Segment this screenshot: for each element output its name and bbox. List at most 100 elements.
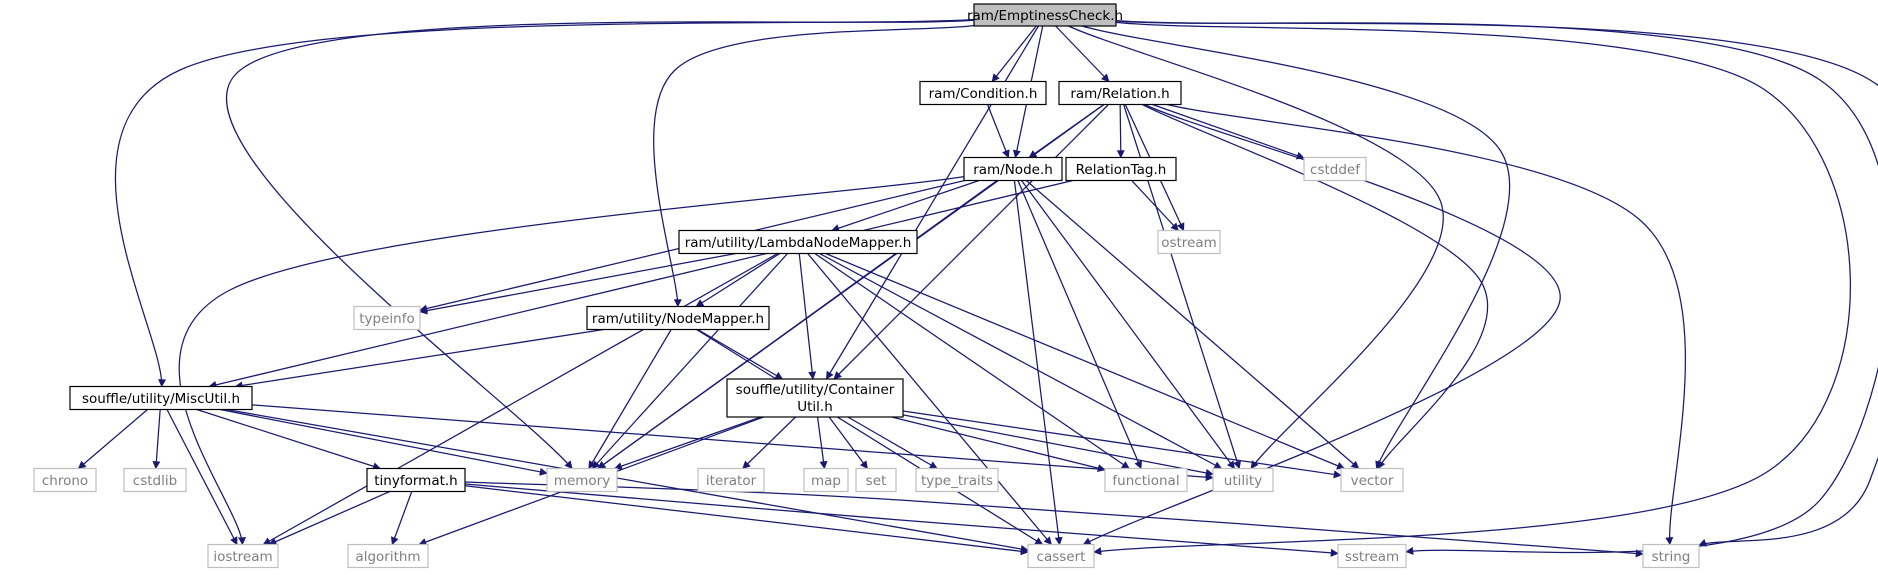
node-lambda[interactable]: ram/utility/LambdaNodeMapper.h [678,229,918,255]
node-emptiness[interactable]: ram/EmptinessCheck.h [967,3,1123,27]
edge-relation-to-vector [1141,103,1489,470]
node-miscutil[interactable]: souffle/utility/MiscUtil.h [69,385,253,411]
node-box-cstdlib [123,467,187,493]
node-cassert: cassert [1027,543,1095,569]
node-node[interactable]: ram/Node.h [963,156,1063,182]
edge-lambda-to-nodemapper [695,252,781,308]
node-box-chrono [33,467,97,493]
node-label-condition: ram/Condition.h [929,86,1038,102]
edge-container-to-map [816,416,828,470]
node-iterator: iterator [697,467,765,493]
edge-lambda-to-typeinfo [419,252,736,315]
edge-node-to-utility [1020,180,1236,470]
edge-emptiness-to-utility [1068,25,1444,470]
node-label-iostream: iostream [213,549,272,565]
nodes-layer: ram/EmptinessCheck.h ram/Condition.h ram/R… [33,3,1700,569]
node-label-utility: utility [1224,473,1262,489]
edge-node-to-memory [597,179,998,470]
node-box-cassert [1027,543,1095,569]
edge-emptiness-to-string [1115,19,1878,547]
node-label-nodemapper: ram/utility/NodeMapper.h [592,311,764,327]
node-memory: memory [546,467,618,493]
node-box-set [855,467,897,493]
edge-lambda-to-iostream [262,252,778,546]
edge-condition-to-node [986,104,1010,159]
edge-tinyformat-to-string [464,481,1644,558]
node-typeinfo: typeinfo [353,305,421,331]
edge-tinyformat-to-algorithm [390,491,413,546]
edge-lambda-to-container [798,253,817,380]
node-condition[interactable]: ram/Condition.h [919,80,1047,106]
edge-node-to-lambda [831,179,980,232]
node-ostream: ostream [1157,229,1221,255]
edge-container-to-set [828,416,868,470]
edge-relation-to-cstddef [1152,103,1305,160]
node-box-lambda [678,229,918,255]
node-label-relation: ram/Relation.h [1070,86,1169,102]
edge-miscutil-to-chrono [77,409,148,470]
node-utility: utility [1212,467,1274,493]
node-box-iostream [207,543,279,569]
node-box-emptiness [973,3,1117,27]
edge-container-to-functional [891,416,1106,472]
edge-node-to-vector [1025,180,1360,470]
edge-container-to-utility [902,414,1214,477]
node-label-line2-container: Util.h [797,399,833,415]
edge-emptiness-to-nodemapper [653,24,975,308]
node-box-type_traits [915,467,999,493]
edge-relation-to-string [1166,103,1686,546]
node-cstddef: cstddef [1303,156,1367,182]
node-box-relation [1058,80,1182,106]
node-label-cstddef: cstddef [1310,162,1361,178]
node-label-cassert: cassert [1037,549,1086,565]
edge-lambda-to-vector [825,252,1345,470]
edge-miscutil-to-cassert [226,408,1029,553]
node-box-utility [1212,467,1274,493]
node-box-miscutil [69,385,253,411]
edge-lambda-to-functional [814,252,1130,470]
edge-container-to-vector [902,410,1342,479]
node-map: map [803,467,849,493]
node-relation[interactable]: ram/Relation.h [1058,80,1182,106]
edge-node-to-iostream [178,175,965,546]
edge-node-to-cassert [1013,180,1063,546]
edge-emptiness-to-vector [1081,25,1511,470]
node-label-emptiness: ram/EmptinessCheck.h [967,8,1123,24]
node-box-nodemapper [586,305,770,331]
edge-lambda-to-memory [591,253,789,470]
node-label-type_traits: type_traits [921,473,993,489]
edge-miscutil-to-memory [219,408,548,476]
node-box-map [803,467,849,493]
node-label-functional: functional [1112,473,1179,489]
node-nodemapper[interactable]: ram/utility/NodeMapper.h [586,305,770,331]
node-tinyformat[interactable]: tinyformat.h [366,467,466,493]
node-vector: vector [1340,467,1404,493]
edge-emptiness-to-condition [991,25,1037,83]
node-label-ostream: ostream [1161,235,1217,251]
node-box-relationtag [1065,156,1177,182]
edge-container-to-iterator [742,416,796,470]
edge-container-to-memory [613,416,762,470]
node-relationtag[interactable]: RelationTag.h [1065,156,1177,182]
node-label-sstream: sstream [1345,549,1399,565]
node-label-map: map [811,473,841,489]
node-box-tinyformat [366,467,466,493]
node-box-string [1642,543,1700,569]
node-label-memory: memory [554,473,610,489]
node-box-node [963,156,1063,182]
edge-lambda-to-utility [819,252,1223,470]
edge-miscutil-to-utility [251,404,1214,482]
edge-relation-to-relationtag [1116,104,1125,159]
node-box-iterator [697,467,765,493]
node-box-algorithm [347,543,429,569]
node-box-vector [1340,467,1404,493]
node-string: string [1642,543,1700,569]
node-label-algorithm: algorithm [355,549,420,565]
node-box-memory [546,467,618,493]
node-label-tinyformat: tinyformat.h [374,473,457,489]
node-set: set [855,467,897,493]
node-label-chrono: chrono [42,473,88,489]
edge-tinyformat-to-iostream [268,490,391,546]
